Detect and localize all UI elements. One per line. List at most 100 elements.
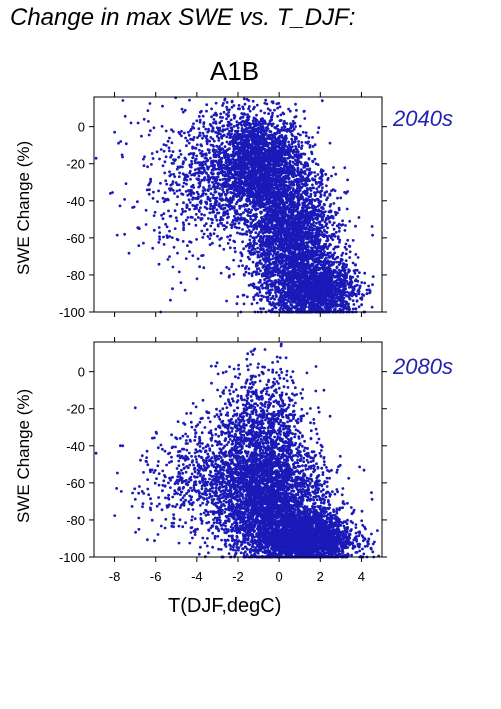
data-point — [313, 143, 317, 147]
data-point — [225, 140, 229, 144]
data-point — [303, 117, 307, 120]
data-point — [277, 254, 281, 258]
data-point — [240, 254, 244, 258]
data-point — [307, 136, 311, 140]
data-point — [271, 133, 274, 137]
data-point — [289, 124, 293, 128]
data-point — [298, 248, 302, 252]
data-point — [304, 208, 308, 212]
data-point — [279, 113, 283, 117]
data-point — [247, 267, 251, 271]
data-point — [247, 107, 251, 111]
data-point — [303, 202, 306, 205]
data-point — [251, 151, 255, 155]
data-point — [232, 184, 236, 188]
data-point — [348, 244, 351, 248]
data-point — [236, 123, 240, 127]
data-point — [264, 98, 268, 102]
data-point — [317, 126, 321, 130]
data-point — [262, 286, 265, 290]
data-point — [307, 157, 311, 161]
data-point — [265, 248, 269, 252]
data-point — [290, 133, 294, 136]
data-point — [289, 170, 293, 173]
data-point — [280, 225, 283, 229]
data-point — [308, 144, 312, 147]
data-point — [296, 226, 299, 230]
data-point — [208, 151, 211, 155]
data-point — [321, 174, 324, 178]
data-point — [324, 173, 328, 176]
data-point — [337, 229, 341, 233]
data-point — [329, 210, 333, 213]
data-point — [253, 171, 257, 175]
data-point — [263, 209, 267, 212]
data-point — [305, 241, 308, 245]
data-point — [248, 109, 252, 113]
data-point — [276, 222, 280, 226]
data-point — [259, 307, 262, 310]
data-point — [263, 179, 266, 183]
data-point — [259, 195, 262, 199]
data-point — [237, 264, 241, 268]
data-point — [293, 246, 297, 250]
data-point — [345, 207, 349, 211]
data-point — [251, 204, 255, 208]
data-point — [282, 214, 286, 217]
data-point — [234, 139, 238, 143]
data-point — [220, 164, 223, 168]
data-point — [242, 302, 246, 306]
data-point — [307, 195, 311, 199]
data-point — [326, 214, 330, 218]
data-point — [215, 144, 219, 148]
data-point — [264, 142, 268, 145]
data-point — [310, 198, 313, 202]
data-point — [324, 224, 328, 228]
data-point — [277, 209, 281, 213]
data-point — [304, 134, 308, 138]
data-point — [271, 100, 275, 104]
data-point — [229, 118, 233, 122]
data-point — [237, 226, 241, 230]
data-point — [313, 194, 317, 198]
data-point — [292, 231, 296, 234]
data-point — [250, 208, 254, 212]
data-point — [242, 131, 246, 134]
data-point — [260, 273, 264, 277]
data-point — [293, 140, 297, 144]
data-point — [265, 282, 269, 286]
data-point — [240, 144, 244, 148]
data-point — [259, 269, 262, 273]
data-point — [279, 236, 283, 240]
data-point — [288, 161, 291, 165]
data-point — [323, 193, 326, 197]
data-point — [315, 237, 319, 241]
data-point — [302, 110, 306, 113]
data-point — [336, 255, 340, 259]
data-point — [274, 125, 278, 129]
data-point — [192, 136, 196, 139]
data-point — [306, 223, 310, 227]
data-point — [281, 150, 284, 154]
data-point — [249, 234, 252, 238]
data-point — [325, 239, 328, 243]
data-point — [278, 230, 282, 234]
data-point — [310, 242, 314, 246]
data-point — [258, 255, 261, 259]
data-point — [307, 202, 311, 206]
data-point — [265, 256, 269, 260]
data-point — [322, 213, 326, 216]
data-point — [233, 250, 237, 254]
data-point — [294, 174, 298, 178]
data-point — [297, 177, 301, 181]
data-point — [279, 167, 283, 171]
data-point — [225, 105, 229, 109]
data-point — [280, 160, 284, 164]
data-point — [296, 211, 300, 215]
data-point — [300, 147, 303, 150]
data-point — [293, 137, 297, 141]
data-point — [297, 140, 300, 143]
data-point — [288, 201, 292, 205]
data-point — [331, 238, 335, 242]
